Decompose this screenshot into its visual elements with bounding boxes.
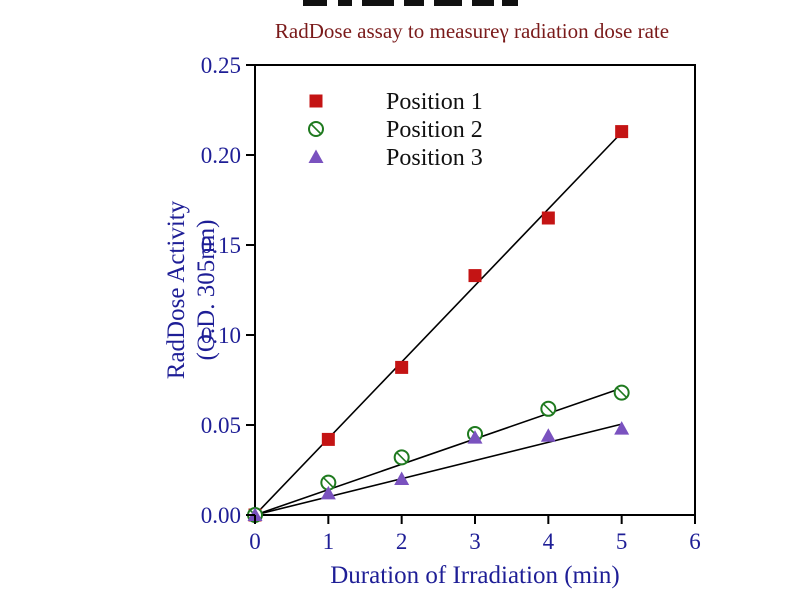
legend: Position 1 Position 2 Position 3 (308, 89, 483, 171)
data-point (543, 403, 554, 414)
trend-lines (254, 131, 623, 516)
x-tick-label: 1 (323, 529, 335, 554)
legend-markers (308, 94, 324, 163)
x-ticks: 0 1 2 3 4 5 6 (249, 515, 701, 554)
x-tick-label: 2 (396, 529, 408, 554)
legend-label-position-3: Position 3 (386, 145, 483, 171)
data-point (323, 477, 334, 488)
legend-marker (309, 94, 323, 108)
y-axis-label-line2: (O.D. 305nm) (193, 220, 220, 361)
cropped-mark (338, 0, 352, 6)
data-point (540, 428, 556, 442)
data-point (321, 432, 335, 446)
plot-series (247, 125, 630, 523)
x-tick-label: 0 (249, 529, 261, 554)
y-tick-label: 0.00 (201, 503, 241, 528)
chart-title: RadDose assay to measureγ radiation dose… (275, 19, 669, 43)
data-point (395, 360, 409, 374)
cropped-mark (472, 0, 494, 6)
data-point (468, 269, 482, 283)
y-tick-label: 0.05 (201, 413, 241, 438)
trend-line (254, 387, 622, 516)
y-tick-label: 0.20 (201, 143, 241, 168)
data-point (320, 485, 336, 500)
x-tick-label: 6 (689, 529, 701, 554)
data-point (467, 430, 483, 444)
x-tick-label: 3 (469, 529, 481, 554)
legend-label-position-1: Position 1 (386, 89, 483, 115)
x-axis-label: Duration of Irradiation (min) (330, 562, 620, 589)
legend-marker (308, 149, 324, 163)
x-tick-label: 4 (543, 529, 555, 554)
cropped-mark (404, 0, 424, 6)
trend-line (254, 423, 622, 516)
data-point (396, 452, 407, 463)
data-point (541, 211, 555, 225)
y-axis-label-line1: RadDose Activity (163, 200, 190, 379)
y-tick-label: 0.10 (201, 323, 241, 348)
y-tick-label: 0.15 (201, 233, 241, 258)
data-point (394, 471, 410, 485)
cropped-title-fragment (303, 0, 518, 6)
legend-label-position-2: Position 2 (386, 117, 483, 143)
data-point (616, 387, 627, 398)
y-tick-label: 0.25 (201, 53, 241, 78)
data-point (614, 421, 630, 435)
trend-line (254, 131, 623, 516)
cropped-mark (362, 0, 394, 6)
cropped-mark (434, 0, 462, 6)
legend-marker (310, 123, 322, 135)
x-tick-label: 5 (616, 529, 628, 554)
cropped-mark (502, 0, 518, 6)
cropped-mark (303, 0, 327, 6)
data-point (615, 125, 629, 139)
y-ticks: 0.00 0.05 0.10 0.15 0.20 0.25 (201, 53, 255, 528)
